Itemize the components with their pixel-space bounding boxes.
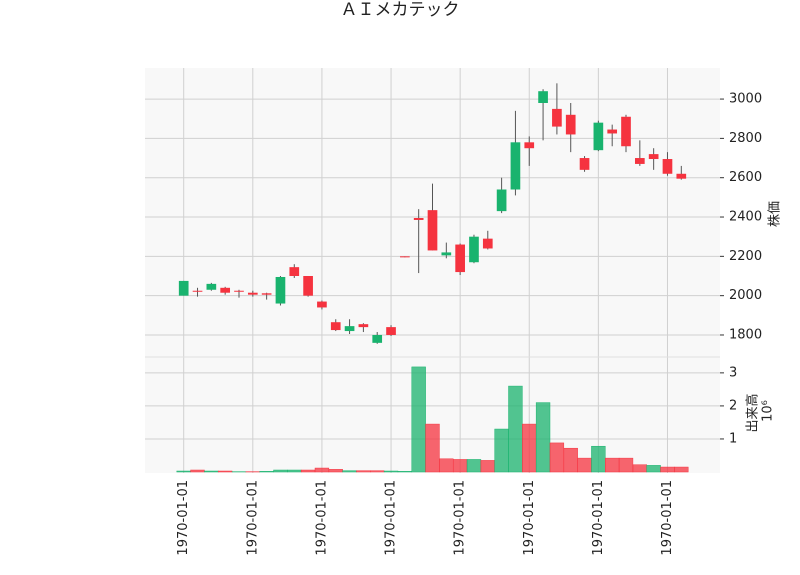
candle-body bbox=[469, 236, 479, 263]
volume-bar bbox=[328, 469, 343, 473]
volume-bar bbox=[674, 466, 689, 473]
y-tick-label: 2600 bbox=[729, 170, 762, 185]
candle-body bbox=[634, 158, 645, 164]
candle-body bbox=[303, 276, 313, 296]
volume-tick-label: 2 bbox=[729, 398, 737, 413]
chart-title: ＡＩメカテック bbox=[341, 0, 460, 20]
volume-bar bbox=[425, 423, 440, 473]
volume-bar bbox=[397, 471, 413, 473]
volume-bar bbox=[176, 470, 191, 473]
candle-body bbox=[552, 108, 562, 127]
volume-bar bbox=[370, 470, 385, 473]
volume-bar bbox=[605, 457, 620, 473]
candle-body bbox=[344, 326, 355, 332]
volume-bar bbox=[535, 402, 551, 473]
candle-body bbox=[317, 301, 327, 308]
x-tick-label: 1970-01-01 bbox=[176, 480, 191, 556]
x-tick-label: 1970-01-01 bbox=[591, 480, 606, 556]
candle-body bbox=[565, 114, 576, 135]
x-tick-label: 1970-01-01 bbox=[453, 480, 468, 556]
candle-body bbox=[662, 159, 673, 174]
volume-bar bbox=[632, 464, 647, 473]
y-tick-label: 2200 bbox=[729, 249, 762, 264]
volume-bar bbox=[190, 469, 205, 473]
volume-bar bbox=[383, 470, 399, 473]
volume-bar bbox=[411, 366, 426, 473]
volume-bar bbox=[356, 470, 371, 473]
volume-tick-label: 1 bbox=[729, 431, 737, 446]
volume-bar bbox=[591, 445, 606, 473]
volume-bar bbox=[494, 428, 509, 473]
candle-body bbox=[178, 280, 189, 296]
volume-bar bbox=[439, 458, 454, 473]
candle-body bbox=[593, 122, 604, 151]
volume-bar bbox=[563, 447, 578, 473]
volume-bar bbox=[204, 470, 219, 473]
candle-body bbox=[330, 322, 341, 331]
volume-tick-label: 3 bbox=[729, 365, 737, 380]
volume-bar bbox=[342, 470, 357, 473]
volume-bar bbox=[466, 459, 482, 473]
candle-body bbox=[427, 210, 438, 251]
volume-bar bbox=[287, 469, 302, 473]
x-tick-label: 1970-01-01 bbox=[245, 480, 260, 556]
volume-bar bbox=[259, 471, 274, 473]
y-tick-label: 1800 bbox=[729, 327, 762, 342]
candle-body bbox=[676, 173, 687, 179]
candle-body bbox=[234, 290, 244, 292]
volume-bar bbox=[218, 470, 233, 473]
candle-body bbox=[275, 276, 286, 304]
x-tick-label: 1970-01-01 bbox=[314, 480, 329, 556]
candle-body bbox=[510, 142, 521, 190]
y-axis-label: 株価 bbox=[768, 201, 783, 227]
candle-body bbox=[400, 256, 410, 258]
candle-body bbox=[289, 267, 300, 277]
candle-body bbox=[538, 91, 548, 103]
volume-bar bbox=[549, 442, 565, 473]
candle-body bbox=[261, 293, 272, 295]
y-tick-label: 3000 bbox=[729, 92, 762, 107]
x-tick-label: 1970-01-01 bbox=[384, 480, 399, 556]
volume-bar bbox=[314, 467, 330, 473]
candle-body bbox=[413, 218, 424, 220]
candle-body bbox=[455, 244, 465, 273]
volume-bar bbox=[660, 466, 675, 473]
volume-bar bbox=[300, 469, 316, 473]
volume-bar bbox=[577, 457, 592, 473]
candle-body bbox=[206, 283, 217, 290]
candle-body bbox=[579, 158, 590, 170]
candle-body bbox=[247, 292, 258, 295]
candle-body bbox=[358, 324, 369, 328]
candle-body bbox=[524, 142, 535, 149]
candle-body bbox=[496, 189, 507, 212]
y-tick-label: 2000 bbox=[729, 288, 762, 303]
candle-body bbox=[192, 290, 203, 292]
volume-offset: 10⁶ bbox=[761, 400, 776, 422]
volume-bar bbox=[273, 469, 288, 473]
volume-bar bbox=[480, 460, 495, 473]
candle-body bbox=[607, 129, 618, 134]
candle-body bbox=[648, 154, 659, 160]
candle-body bbox=[621, 116, 631, 147]
volume-bar bbox=[452, 459, 468, 473]
volume-axis-label: 出来高 bbox=[745, 393, 761, 432]
y-tick-label: 2800 bbox=[729, 131, 762, 146]
candle-body bbox=[441, 252, 452, 256]
candle-body bbox=[220, 287, 231, 293]
candle-body bbox=[372, 334, 383, 343]
volume-bar bbox=[508, 385, 523, 473]
x-tick-label: 1970-01-01 bbox=[660, 480, 675, 556]
x-tick-label: 1970-01-01 bbox=[522, 480, 537, 556]
volume-bar bbox=[522, 423, 537, 473]
plot-background bbox=[145, 68, 720, 473]
volume-bar bbox=[618, 457, 634, 473]
volume-bar bbox=[646, 465, 661, 473]
candle-body bbox=[386, 327, 396, 335]
y-tick-label: 2400 bbox=[729, 210, 762, 225]
candle-body bbox=[482, 238, 493, 249]
